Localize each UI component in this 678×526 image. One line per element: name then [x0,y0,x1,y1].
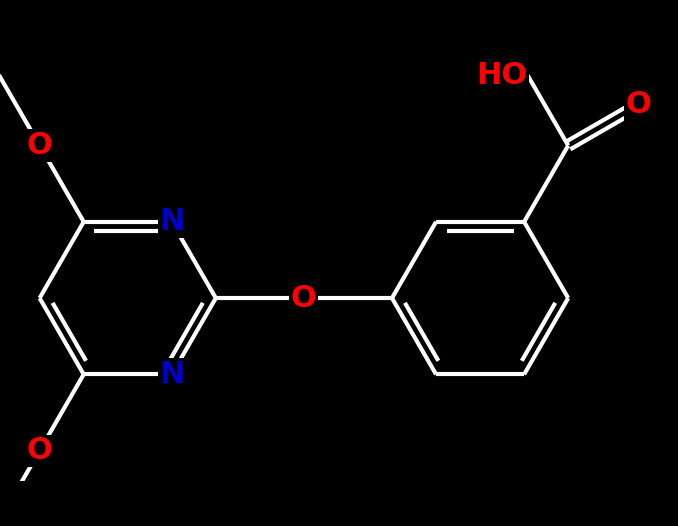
Text: O: O [26,131,53,160]
Text: N: N [159,207,184,236]
Text: HO: HO [477,61,527,90]
Text: O: O [26,436,53,465]
Text: O: O [625,90,652,119]
Text: N: N [159,360,184,389]
Text: O: O [291,284,317,312]
